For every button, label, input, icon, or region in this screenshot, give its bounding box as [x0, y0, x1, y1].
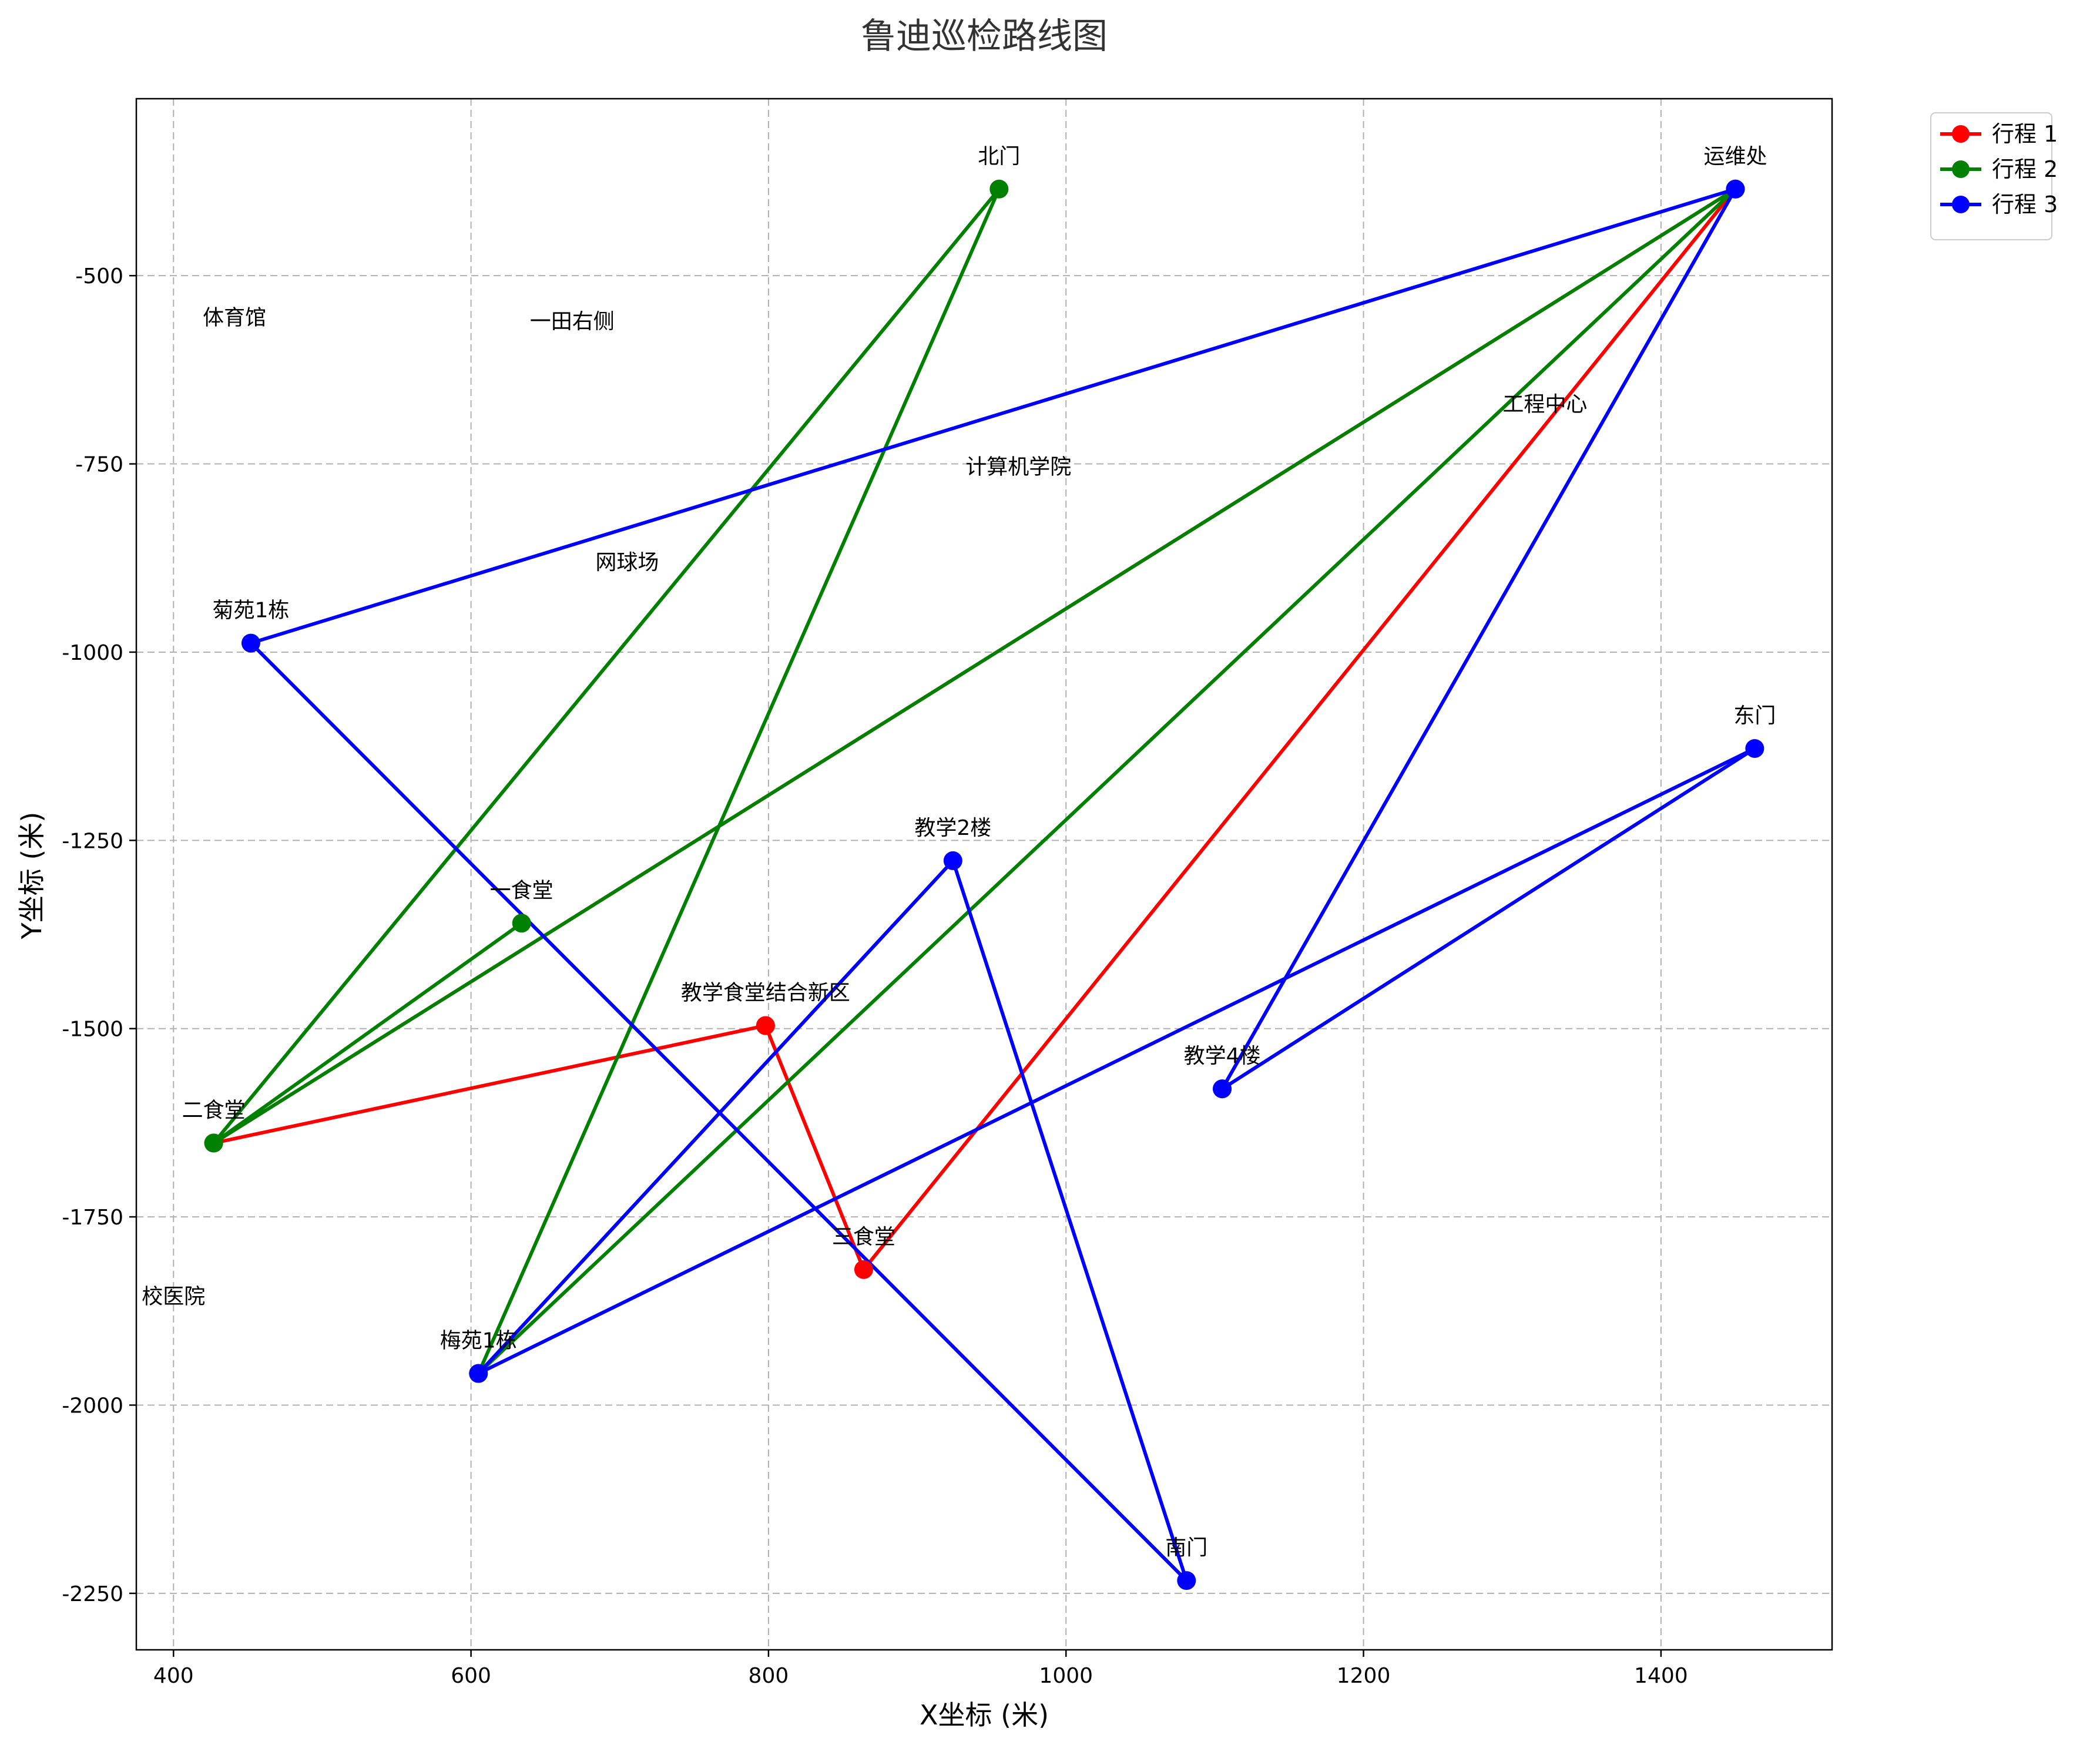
series-line-2: [212, 187, 1737, 1375]
plot-area-frame: [135, 98, 1833, 1651]
location-label: 梅苑1栋: [440, 1329, 517, 1353]
location-label: 菊苑1栋: [212, 599, 289, 623]
y-tick-label: -750: [75, 453, 123, 477]
location-label: 二食堂: [182, 1099, 246, 1123]
series-line-1: [212, 187, 1737, 1271]
location-label: 教学4楼: [1184, 1044, 1261, 1068]
area-annotation: 计算机学院: [965, 455, 1071, 479]
y-tick-label: -500: [75, 264, 123, 288]
y-axis-label: Y坐标 (米): [16, 812, 48, 940]
series-3-point: [241, 633, 260, 653]
series-3-point: [1177, 1571, 1196, 1590]
x-tick-label: 1000: [1039, 1664, 1093, 1688]
x-axis-label: X坐标 (米): [920, 1699, 1049, 1731]
y-tick-label: -1250: [62, 829, 123, 853]
y-tick-label: -1500: [62, 1018, 123, 1042]
x-tick-label: 600: [451, 1664, 491, 1688]
location-label: 南门: [1165, 1536, 1207, 1560]
location-label: 北门: [978, 145, 1020, 169]
series-2-point: [989, 179, 1009, 199]
y-tick-label: -2250: [62, 1582, 123, 1606]
location-label: 运维处: [1703, 145, 1767, 169]
y-tick-label: -1750: [62, 1206, 123, 1230]
series-1-point: [854, 1260, 873, 1279]
location-labels: 北门 运维处菊苑1栋东门教学2楼一食堂教学食堂结合新区教学4楼二食堂三食堂梅苑1栋…: [182, 145, 1776, 1560]
grid-lines: [136, 99, 1832, 1650]
legend: 行程 1 行程 2 行程 3: [1930, 112, 2058, 240]
x-tick-label: 1200: [1337, 1664, 1391, 1688]
legend-marker-2: [1952, 160, 1970, 178]
y-tick-label: -1000: [62, 641, 123, 665]
legend-marker-1: [1952, 125, 1970, 143]
location-label: 三食堂: [832, 1225, 895, 1249]
legend-label-3: 行程 3: [1992, 192, 2058, 217]
x-tick-label: 1400: [1634, 1664, 1688, 1688]
series-2-point: [512, 914, 531, 933]
location-label: 教学食堂结合新区: [681, 981, 850, 1005]
area-annotation: 校医院: [142, 1285, 205, 1309]
series-3-point: [1726, 179, 1745, 199]
location-label: 东门: [1733, 704, 1776, 728]
area-annotation: 一田右侧: [530, 310, 615, 334]
series-lines: [204, 179, 1764, 1590]
y-tick-label: -2000: [62, 1394, 123, 1418]
series-line-3: [249, 187, 1757, 1583]
chart-title: 鲁迪巡检路线图: [861, 16, 1108, 57]
legend-label-2: 行程 2: [1992, 156, 2058, 182]
axis-ticks: 400 600 800 1000 1200 1400 -500 -750 -1000 -1250 -…: [62, 264, 1688, 1688]
legend-label-1: 行程 1: [1992, 121, 2058, 147]
series-2-point: [204, 1133, 223, 1153]
legend-marker-3: [1952, 196, 1970, 213]
location-label: 一食堂: [490, 878, 553, 902]
x-tick-label: 800: [749, 1664, 789, 1688]
x-tick-label: 400: [153, 1664, 194, 1688]
series-3-point: [469, 1364, 488, 1383]
series-1-point: [756, 1016, 775, 1035]
area-annotation: 网球场: [595, 551, 659, 575]
series-3-point: [943, 851, 962, 870]
series-3-point: [1745, 739, 1764, 758]
location-label: 教学2楼: [914, 816, 991, 840]
area-annotation: 工程中心: [1502, 392, 1587, 417]
series-3-point: [1213, 1079, 1232, 1099]
area-annotation: 体育馆: [203, 306, 266, 330]
